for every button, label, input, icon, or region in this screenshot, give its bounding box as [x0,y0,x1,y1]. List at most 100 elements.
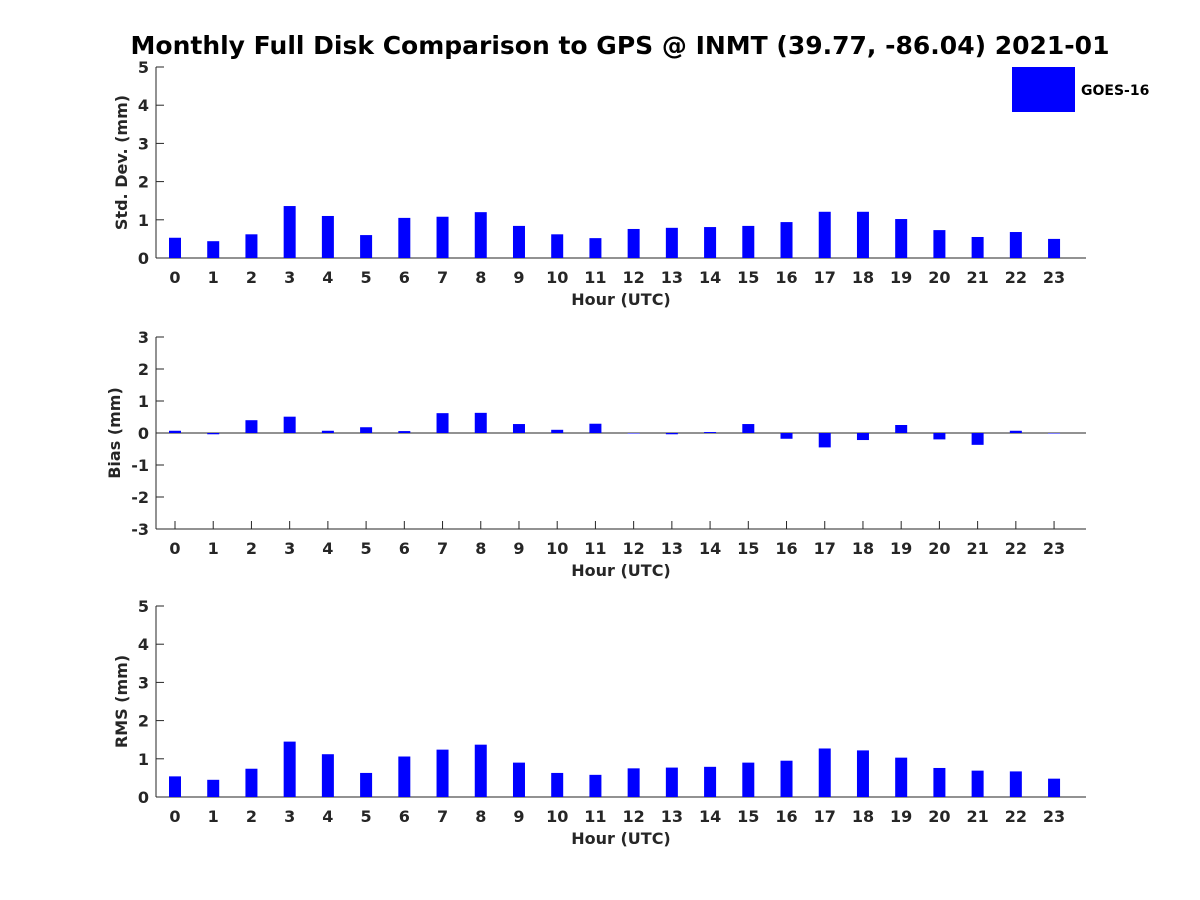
x-tick-label: 21 [966,268,988,287]
legend: GOES-16 [1012,67,1149,112]
bar-hour-23 [1048,433,1061,434]
bar-hour-0 [169,237,181,258]
bar-hour-22 [1009,771,1022,797]
bar-hour-23 [1048,778,1061,797]
bar-hour-10 [551,772,564,797]
x-tick-label: 5 [361,539,372,558]
bar-hour-9 [512,225,525,258]
x-tick-label: 0 [169,268,180,287]
y-tick-label: 2 [138,712,149,731]
x-tick-label: 17 [814,807,836,826]
bar-hour-1 [207,433,220,435]
bar-hour-1 [207,241,220,258]
y-axis-label: RMS (mm) [112,655,131,748]
x-axis-label: Hour (UTC) [571,561,671,580]
bar-hour-4 [321,215,334,258]
x-tick-label: 10 [546,807,568,826]
bar-hour-18 [856,750,869,797]
bar-hour-16 [780,433,793,439]
bar-hour-19 [895,219,908,258]
y-tick-label: 3 [138,328,149,347]
x-tick-label: 11 [584,268,606,287]
bar-hour-10 [551,234,564,258]
x-tick-label: 7 [437,539,448,558]
bar-hour-8 [474,212,487,258]
bar-hour-14 [704,432,717,433]
x-tick-label: 15 [737,807,759,826]
x-tick-label: 8 [475,539,486,558]
x-tick-label: 22 [1005,807,1027,826]
y-tick-label: 4 [138,96,149,115]
bar-hour-6 [398,431,411,433]
y-tick-label: -3 [131,520,149,539]
x-tick-label: 5 [361,807,372,826]
bar-hour-8 [474,744,487,797]
bar-hour-21 [971,236,984,258]
x-tick-label: 11 [584,539,606,558]
x-tick-label: 7 [437,268,448,287]
x-tick-label: 11 [584,807,606,826]
x-tick-label: 22 [1005,539,1027,558]
x-tick-label: 0 [169,539,180,558]
x-tick-label: 10 [546,539,568,558]
y-tick-label: 0 [138,788,149,807]
bar-hour-2 [245,234,258,258]
bar-hour-20 [933,230,946,258]
y-tick-label: 1 [138,392,149,411]
bar-hour-3 [283,416,296,433]
x-tick-label: 18 [852,807,874,826]
x-tick-label: 2 [246,807,257,826]
x-tick-label: 16 [775,268,797,287]
bar-hour-17 [818,748,831,797]
bar-hour-3 [283,741,296,797]
bar-hour-5 [360,772,373,797]
bar-hour-22 [1009,430,1022,433]
x-tick-label: 14 [699,807,721,826]
x-tick-label: 12 [623,807,645,826]
bar-hour-12 [627,433,640,434]
x-tick-label: 0 [169,807,180,826]
bar-hour-5 [360,235,373,258]
y-axis-label: Std. Dev. (mm) [112,95,131,230]
x-tick-label: 21 [966,539,988,558]
y-tick-label: 0 [138,424,149,443]
x-axis-label: Hour (UTC) [571,290,671,309]
x-tick-label: 21 [966,807,988,826]
bar-hour-22 [1009,232,1022,258]
bar-hour-6 [398,756,411,797]
x-tick-label: 23 [1043,807,1065,826]
y-tick-label: -1 [131,456,149,475]
x-tick-label: 3 [284,268,295,287]
bar-hour-15 [742,424,755,433]
y-tick-label: 1 [138,211,149,230]
bar-hour-11 [589,774,602,797]
bar-hour-13 [665,433,678,435]
bar-hour-14 [704,766,717,797]
bar-hour-1 [207,779,220,797]
x-tick-label: 17 [814,539,836,558]
x-tick-label: 6 [399,807,410,826]
bar-hour-0 [169,430,181,433]
bar-hour-19 [895,757,908,797]
x-tick-label: 3 [284,807,295,826]
x-tick-label: 1 [208,268,219,287]
x-tick-label: 1 [208,807,219,826]
x-tick-label: 17 [814,268,836,287]
legend-swatch-goes-16 [1012,67,1075,112]
x-tick-label: 4 [322,807,333,826]
x-tick-label: 6 [399,539,410,558]
x-tick-label: 7 [437,807,448,826]
x-tick-label: 9 [513,539,524,558]
y-tick-label: 5 [138,58,149,77]
bar-hour-11 [589,423,602,433]
x-tick-label: 23 [1043,539,1065,558]
bar-hour-19 [895,425,908,433]
x-tick-label: 10 [546,268,568,287]
x-tick-label: 23 [1043,268,1065,287]
bar-hour-5 [360,427,373,433]
x-tick-label: 19 [890,539,912,558]
x-tick-label: 1 [208,539,219,558]
x-tick-label: 16 [775,807,797,826]
x-tick-label: 9 [513,268,524,287]
